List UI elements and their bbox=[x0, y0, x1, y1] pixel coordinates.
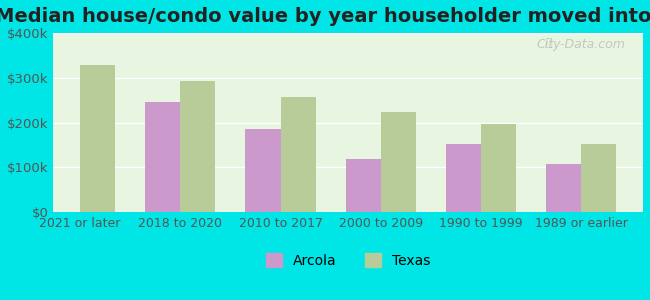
Bar bbox=[546, 164, 581, 212]
Text: 🌐: 🌐 bbox=[545, 38, 552, 48]
Bar bbox=[346, 159, 381, 212]
Legend: Arcola, Texas: Arcola, Texas bbox=[260, 248, 436, 273]
Bar bbox=[381, 112, 416, 212]
Bar bbox=[180, 81, 215, 212]
Text: City-Data.com: City-Data.com bbox=[536, 38, 625, 51]
Bar bbox=[581, 144, 616, 212]
Bar bbox=[80, 65, 115, 212]
Bar bbox=[446, 144, 481, 212]
Bar bbox=[481, 124, 516, 212]
Bar bbox=[281, 97, 316, 212]
Bar bbox=[145, 103, 180, 212]
Title: Median house/condo value by year householder moved into unit: Median house/condo value by year househo… bbox=[0, 7, 650, 26]
Bar bbox=[246, 129, 281, 212]
